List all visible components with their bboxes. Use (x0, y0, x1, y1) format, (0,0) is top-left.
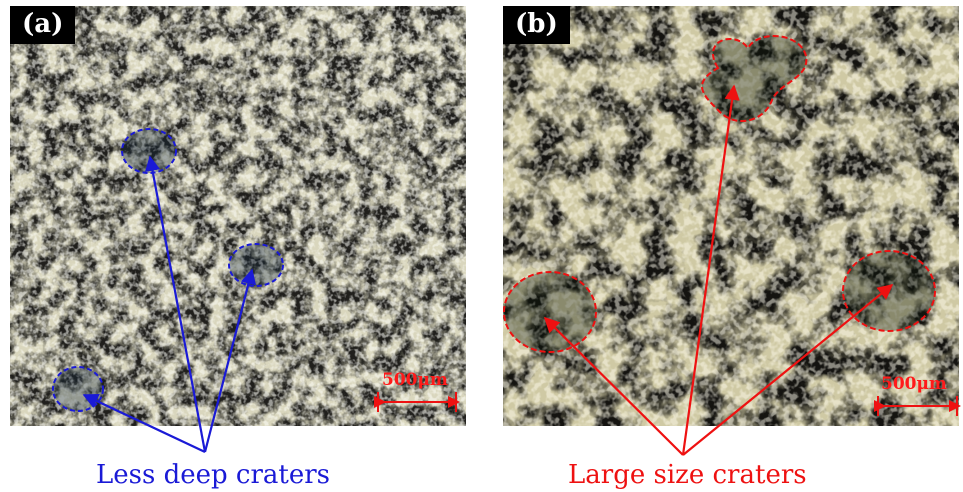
crater-marker-b-2 (503, 271, 597, 353)
caption-large-size-craters: Large size craters (568, 460, 807, 490)
arrow-a-3 (82, 393, 206, 453)
scale-bar-label-b: 500μm (881, 374, 947, 394)
arrow-b-3 (682, 284, 894, 456)
crater-marker-b-1 (701, 35, 808, 122)
micrograph-image-a (10, 6, 466, 426)
crater-marker-a-1 (121, 128, 177, 174)
arrow-b-1 (681, 84, 740, 456)
scale-bar-a (374, 392, 460, 412)
crater-marker-a-3 (52, 366, 104, 412)
arrow-a-1 (144, 155, 207, 453)
micrograph-image-b (503, 6, 959, 426)
arrow-b-2 (543, 316, 684, 456)
panel-label-a: (a) (10, 6, 76, 44)
scale-bar-label-a: 500μm (382, 370, 448, 390)
scale-bar-b (874, 396, 961, 416)
micrograph-panel-b: (b) 500μm (503, 6, 959, 426)
crater-marker-b-3 (842, 250, 936, 332)
micrograph-panel-a: (a) 500μm (10, 6, 466, 426)
crater-marker-a-2 (228, 243, 284, 287)
caption-less-deep-craters: Less deep craters (96, 460, 331, 490)
arrow-a-2 (203, 268, 256, 453)
panel-label-b: (b) (503, 6, 570, 44)
